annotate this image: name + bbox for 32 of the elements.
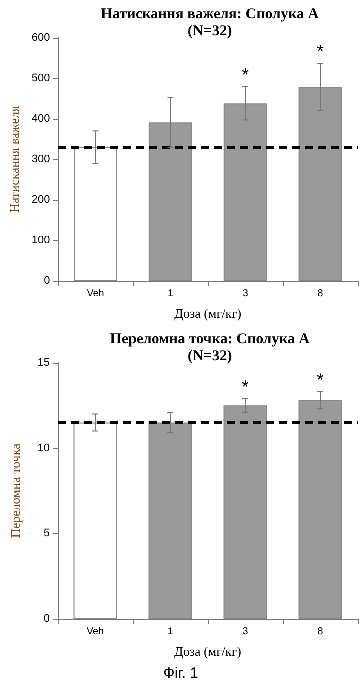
x-tick-label: 8 [318,288,324,300]
chart-subtitle: (N=32) [188,348,232,364]
x-tick-label: 1 [168,626,174,638]
y-tick-label: 400 [32,113,50,125]
y-tick-label: 100 [32,234,50,246]
y-tick-label: 200 [32,194,50,206]
y-axis-title: Переломна точка [8,444,23,538]
x-tick-label: Veh [87,288,104,300]
annotation: * [242,65,250,86]
chart-title: Переломна точка: Сполука А [110,332,310,348]
x-axis-title: Доза (мг/кг) [174,644,242,659]
chart-title: Натискання важеля: Сполука А [101,6,320,22]
annotation: * [242,376,250,397]
y-tick-label: 15 [38,357,50,369]
x-tick-label: 3 [242,626,249,638]
y-tick-label: 0 [44,275,50,287]
annotation: * [317,42,324,62]
x-tick-label: Veh [86,626,104,638]
y-tick-label: 0 [44,613,50,625]
text: Фіг. 1 [163,665,199,682]
x-tick-label: 1 [168,288,174,300]
y-tick-label: 5 [44,528,50,540]
x-axis-title: Доза (мг/кг) [174,306,242,321]
y-tick-label: 10 [38,442,50,454]
y-axis-title: Натискання важеля [7,106,22,214]
x-tick-label: 3 [242,288,249,300]
annotation: * [316,370,324,390]
y-tick-label: 600 [32,32,50,44]
chart-subtitle: (N=32) [188,24,232,40]
y-tick-label: 300 [32,154,50,166]
y-tick-label: 500 [32,72,50,84]
x-tick-label: 8 [318,626,324,638]
